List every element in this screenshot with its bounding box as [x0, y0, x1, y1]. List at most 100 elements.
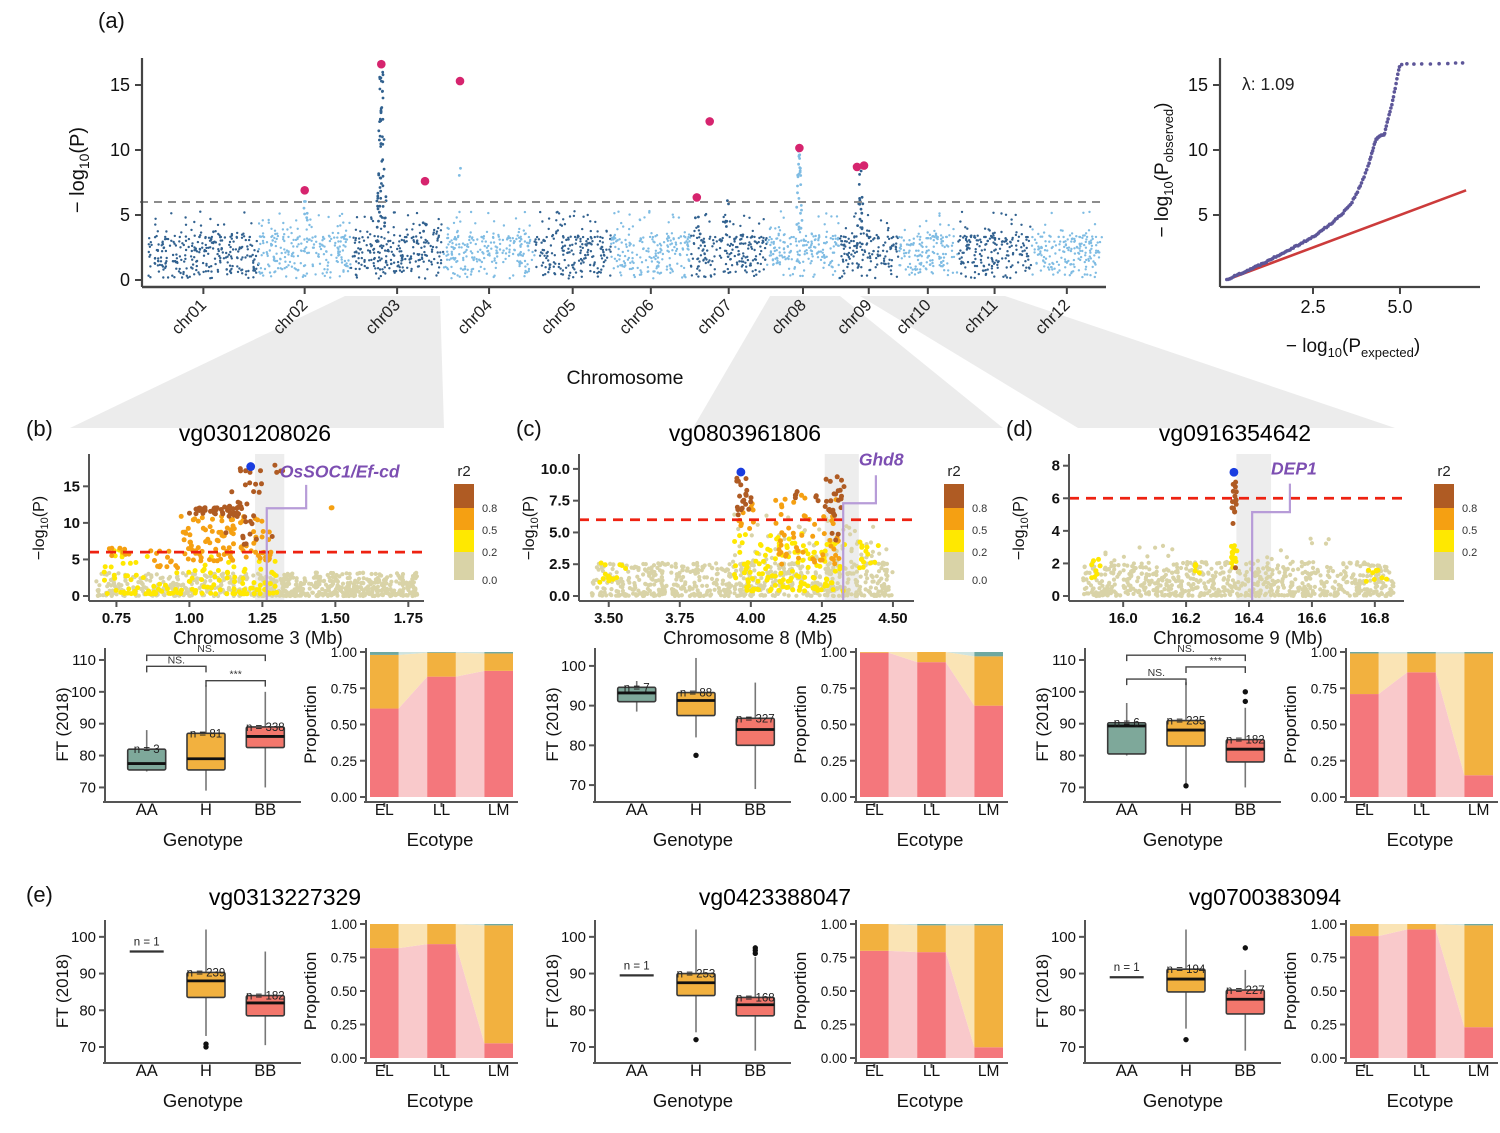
svg-text:Chromosome: Chromosome: [566, 367, 683, 389]
svg-text:chr01: chr01: [168, 296, 210, 338]
svg-text:chr04: chr04: [454, 296, 496, 338]
gene-connector-line: [1251, 483, 1292, 601]
n-label: n = 182: [1226, 735, 1265, 747]
n-label: n = 239: [187, 967, 226, 979]
significance-label: NS.: [1148, 667, 1166, 679]
proportion-axes: 0.000.250.500.751.00: [331, 917, 518, 1068]
snp-e1-title: vg0313227329: [208, 884, 362, 910]
box-groups: n = 1 n = 194 n = 227: [1109, 929, 1266, 1051]
svg-text:10: 10: [1188, 140, 1208, 160]
significance-bracket: [146, 654, 266, 662]
proportion-bars: [860, 924, 1003, 1058]
n-label: n = 168: [736, 992, 775, 1004]
proportion-b: 0.00 0.25 0.50 0.75 1.00 EL LL LM Ecotype Proport…: [300, 642, 525, 860]
proportion-bars: [370, 924, 513, 1058]
proportion-ribbons: [398, 652, 485, 797]
proportion-ribbons: [1378, 652, 1465, 797]
lambda-value: λ: 1.09: [1242, 74, 1295, 94]
significance-label: NS.: [197, 643, 215, 655]
locus-d-title: vg0916354642: [1158, 420, 1312, 446]
n-label: n = 194: [1167, 964, 1206, 976]
candidate-region-shade: [824, 454, 859, 600]
n-label: n = 3: [134, 744, 160, 756]
svg-text:15: 15: [110, 75, 130, 95]
r2-legend: r20.80.50.20.0: [944, 463, 987, 587]
svg-text:Chromosome 3 (Mb): Chromosome 3 (Mb): [173, 627, 343, 648]
highlighted-snps: [300, 59, 869, 202]
svg-text:chr07: chr07: [694, 296, 736, 338]
svg-text:0: 0: [120, 270, 130, 290]
svg-text:5.0: 5.0: [1387, 297, 1412, 317]
svg-text:chr09: chr09: [834, 296, 876, 338]
proportion-ribbons: [1378, 924, 1465, 1058]
proportion-e3: 0.00 0.25 0.50 0.75 1.00 EL LL LM Ecotype Proport…: [1280, 916, 1500, 1121]
proportion-ribbons: [888, 652, 975, 797]
r2-legend-title: r2: [457, 463, 470, 480]
lead-snp-dot: [246, 462, 256, 471]
locus-points: [1081, 479, 1396, 599]
lead-snp-dot: [736, 467, 746, 477]
wedge: [860, 296, 1395, 428]
significance-label: NS.: [1177, 643, 1195, 655]
proportion-bars: [370, 652, 513, 797]
svg-text:chr10: chr10: [893, 296, 935, 338]
box-groups: n = 6 n = 235 n = 182: [1106, 682, 1266, 789]
n-label: n = 338: [246, 722, 285, 734]
svg-text:− log10(Pobserved): − log10(Pobserved): [1152, 102, 1176, 237]
qq-identity-line: [1227, 189, 1467, 281]
panel-b-label: (b): [26, 416, 53, 441]
n-label: n = 1: [134, 937, 160, 949]
proportion-axes: 0.000.250.500.751.00: [821, 645, 1008, 807]
svg-text:chr06: chr06: [616, 296, 658, 338]
svg-text:10: 10: [110, 140, 130, 160]
svg-text:10: 10: [63, 515, 80, 532]
svg-text:−log10(P): −log10(P): [31, 496, 51, 560]
significance-label: NS.: [168, 654, 186, 666]
proportion-axes: 0.000.250.500.751.00: [1311, 645, 1498, 807]
panel-e-label: (e): [26, 882, 53, 907]
n-label: n = 182: [246, 991, 285, 1003]
manhattan-plot: 0 5 10 15 chr01 chr02 chr03 chr04 chr05 chr06 chr0…: [60, 12, 1160, 402]
lead-snp-dot: [1229, 467, 1239, 477]
svg-text:2.5: 2.5: [1300, 297, 1325, 317]
svg-text:0.75: 0.75: [102, 610, 131, 627]
gene-label: OsSOC1/Ef-cd: [280, 462, 400, 482]
box-groups: n = 3 n = 81 n = 338: [126, 685, 286, 791]
box-groups: n = 7 n = 88 n = 327: [616, 657, 776, 790]
proportion-bars: [1350, 924, 1493, 1058]
svg-text:15: 15: [63, 478, 80, 495]
locus-b-title: vg0301208026: [178, 420, 332, 446]
significance-bracket: [1185, 666, 1246, 673]
proportion-bars: [1350, 652, 1493, 797]
svg-text:1.00: 1.00: [175, 610, 204, 627]
gene-connector-line: [842, 475, 877, 601]
locuszoom-d: DEP1 0 2 4 6 8 16.0 16.2 16.4 16.6 16.8 Chromosome …: [1010, 448, 1490, 653]
proportion-e2: 0.00 0.25 0.50 0.75 1.00 EL LL LM Ecotype Proport…: [790, 916, 1015, 1121]
svg-text:1.50: 1.50: [321, 610, 350, 627]
n-label: n = 235: [1167, 716, 1206, 728]
n-label: n = 6: [1114, 718, 1140, 730]
box-groups: n = 1 n = 239 n = 182: [129, 929, 286, 1050]
significance-bracket: [1126, 678, 1187, 686]
panel-connector-wedges: [70, 296, 1395, 428]
n-label: n = 81: [190, 728, 222, 740]
n-label: n = 253: [677, 969, 716, 981]
svg-text:0.2: 0.2: [482, 547, 497, 559]
